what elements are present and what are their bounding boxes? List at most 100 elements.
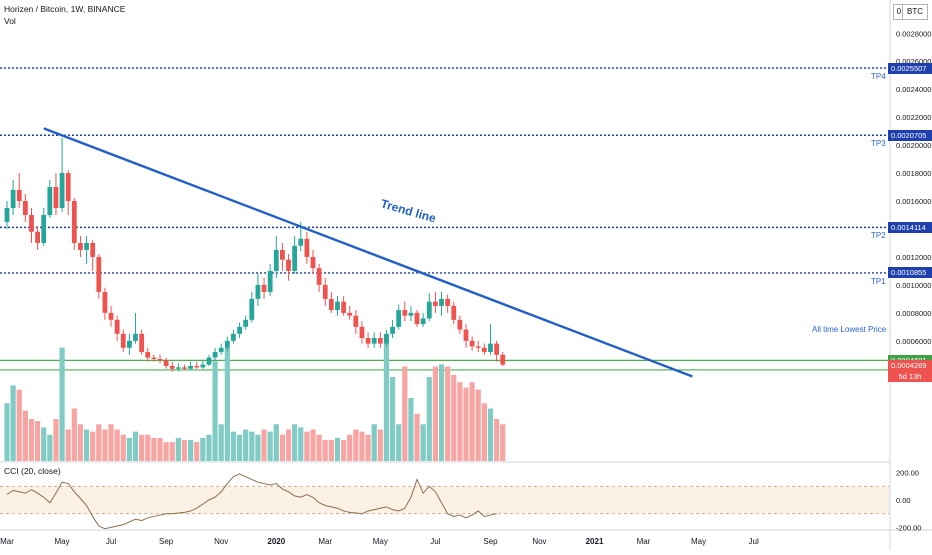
volume-bar [157, 437, 163, 461]
candle-body [341, 301, 346, 313]
level-badge: 0.0020705 [888, 129, 932, 141]
volume-bar [230, 431, 237, 461]
candle-body [286, 259, 291, 271]
candle-body [298, 238, 304, 246]
candle-body [169, 365, 175, 369]
volume-bar [463, 387, 469, 461]
volume-bar [334, 437, 341, 461]
candle-body [494, 343, 499, 355]
candle-body [316, 268, 322, 285]
candle-body [53, 187, 59, 209]
price-tick-label: 0.0020000 [896, 141, 931, 150]
volume-bar [28, 419, 35, 461]
volume-bar [224, 347, 230, 461]
trend-line [43, 127, 693, 378]
candle-body [133, 333, 138, 341]
volume-bar [285, 429, 292, 461]
candle-body [335, 301, 340, 311]
candle-body [420, 318, 426, 325]
tp-label-tp1: TP1 [871, 276, 886, 286]
volume-bar [371, 424, 377, 461]
candle-body [35, 231, 40, 243]
candle-body [390, 326, 395, 334]
candle-body [488, 343, 493, 353]
candle-body [475, 346, 481, 348]
tp-label-tp3: TP3 [871, 139, 886, 149]
price-levels [0, 67, 890, 371]
volume-bar [341, 440, 347, 461]
volume-bar [273, 424, 279, 461]
candle-body [481, 347, 487, 353]
currency-button[interactable]: BTC [902, 4, 928, 20]
volume-bar [151, 437, 157, 461]
candle-body [175, 367, 181, 369]
volume-bar [22, 410, 28, 461]
countdown-badge: 5d 13h [888, 371, 932, 383]
candle-body [90, 242, 96, 257]
trend-line-label: Trend line [379, 196, 438, 225]
candle-body [261, 284, 267, 292]
time-tick-label: 2021 [586, 537, 604, 546]
volume-bar [457, 382, 463, 461]
price-tick-label: 0.0024000 [896, 85, 931, 94]
volume-bar [236, 434, 243, 461]
volume-bar [304, 431, 310, 461]
candle-body [408, 312, 414, 316]
price-tick-label: 0.0006000 [896, 337, 931, 346]
candle-body [249, 298, 255, 320]
volume-bar [212, 361, 218, 461]
volume-bar [469, 382, 475, 461]
volume-bar [365, 434, 371, 461]
candle-body [292, 245, 298, 271]
time-tick-label: May [55, 537, 70, 546]
volume-bar [316, 434, 322, 461]
candle-body [267, 270, 273, 292]
volume-bar [218, 424, 224, 461]
time-tick-label: Jul [106, 537, 116, 546]
candle-body [218, 347, 224, 353]
candle-body [457, 319, 463, 330]
volume-bar [200, 437, 206, 461]
candle-body [10, 189, 16, 209]
volume-bar [83, 429, 90, 461]
candle-body [41, 215, 47, 243]
volume-bar [475, 389, 481, 461]
volume-bar [4, 403, 10, 461]
candle-body [445, 298, 451, 306]
volume-bar [426, 377, 432, 461]
candle-body [29, 215, 34, 232]
price-tick-label: 0.0026000 [896, 57, 931, 66]
volume-bar [261, 429, 267, 461]
volume-bar [249, 431, 255, 461]
time-tick-label: Nov [214, 537, 228, 546]
volume-bar [108, 424, 114, 461]
axis-menu-label: 0. [896, 7, 904, 16]
candle-body [71, 201, 77, 243]
time-tick-label: Mar [318, 537, 332, 546]
symbol-title: Horizen / Bitcoin, 1W, BINANCE [4, 4, 126, 14]
volume-bar [10, 385, 16, 461]
volume-bar [383, 335, 390, 461]
volume-bar [188, 440, 194, 461]
candle-body [4, 208, 10, 222]
candle-body [200, 364, 206, 368]
candle-body [328, 298, 334, 311]
candle-body [120, 333, 126, 348]
candle-body [426, 301, 432, 319]
candle-body [433, 301, 438, 306]
volume-bar [53, 419, 59, 461]
time-tick-label: May [373, 537, 388, 546]
volume-bar [420, 424, 426, 461]
time-tick-label: Nov [532, 537, 546, 546]
cci-tick-label: -200.00 [896, 523, 921, 532]
candle-body [439, 298, 444, 306]
volume-bar [65, 429, 71, 461]
volume-bar [16, 389, 22, 461]
volume-bar [328, 440, 334, 461]
volume-bar [139, 434, 145, 461]
candle-body [139, 333, 145, 353]
candle-body [182, 367, 187, 369]
